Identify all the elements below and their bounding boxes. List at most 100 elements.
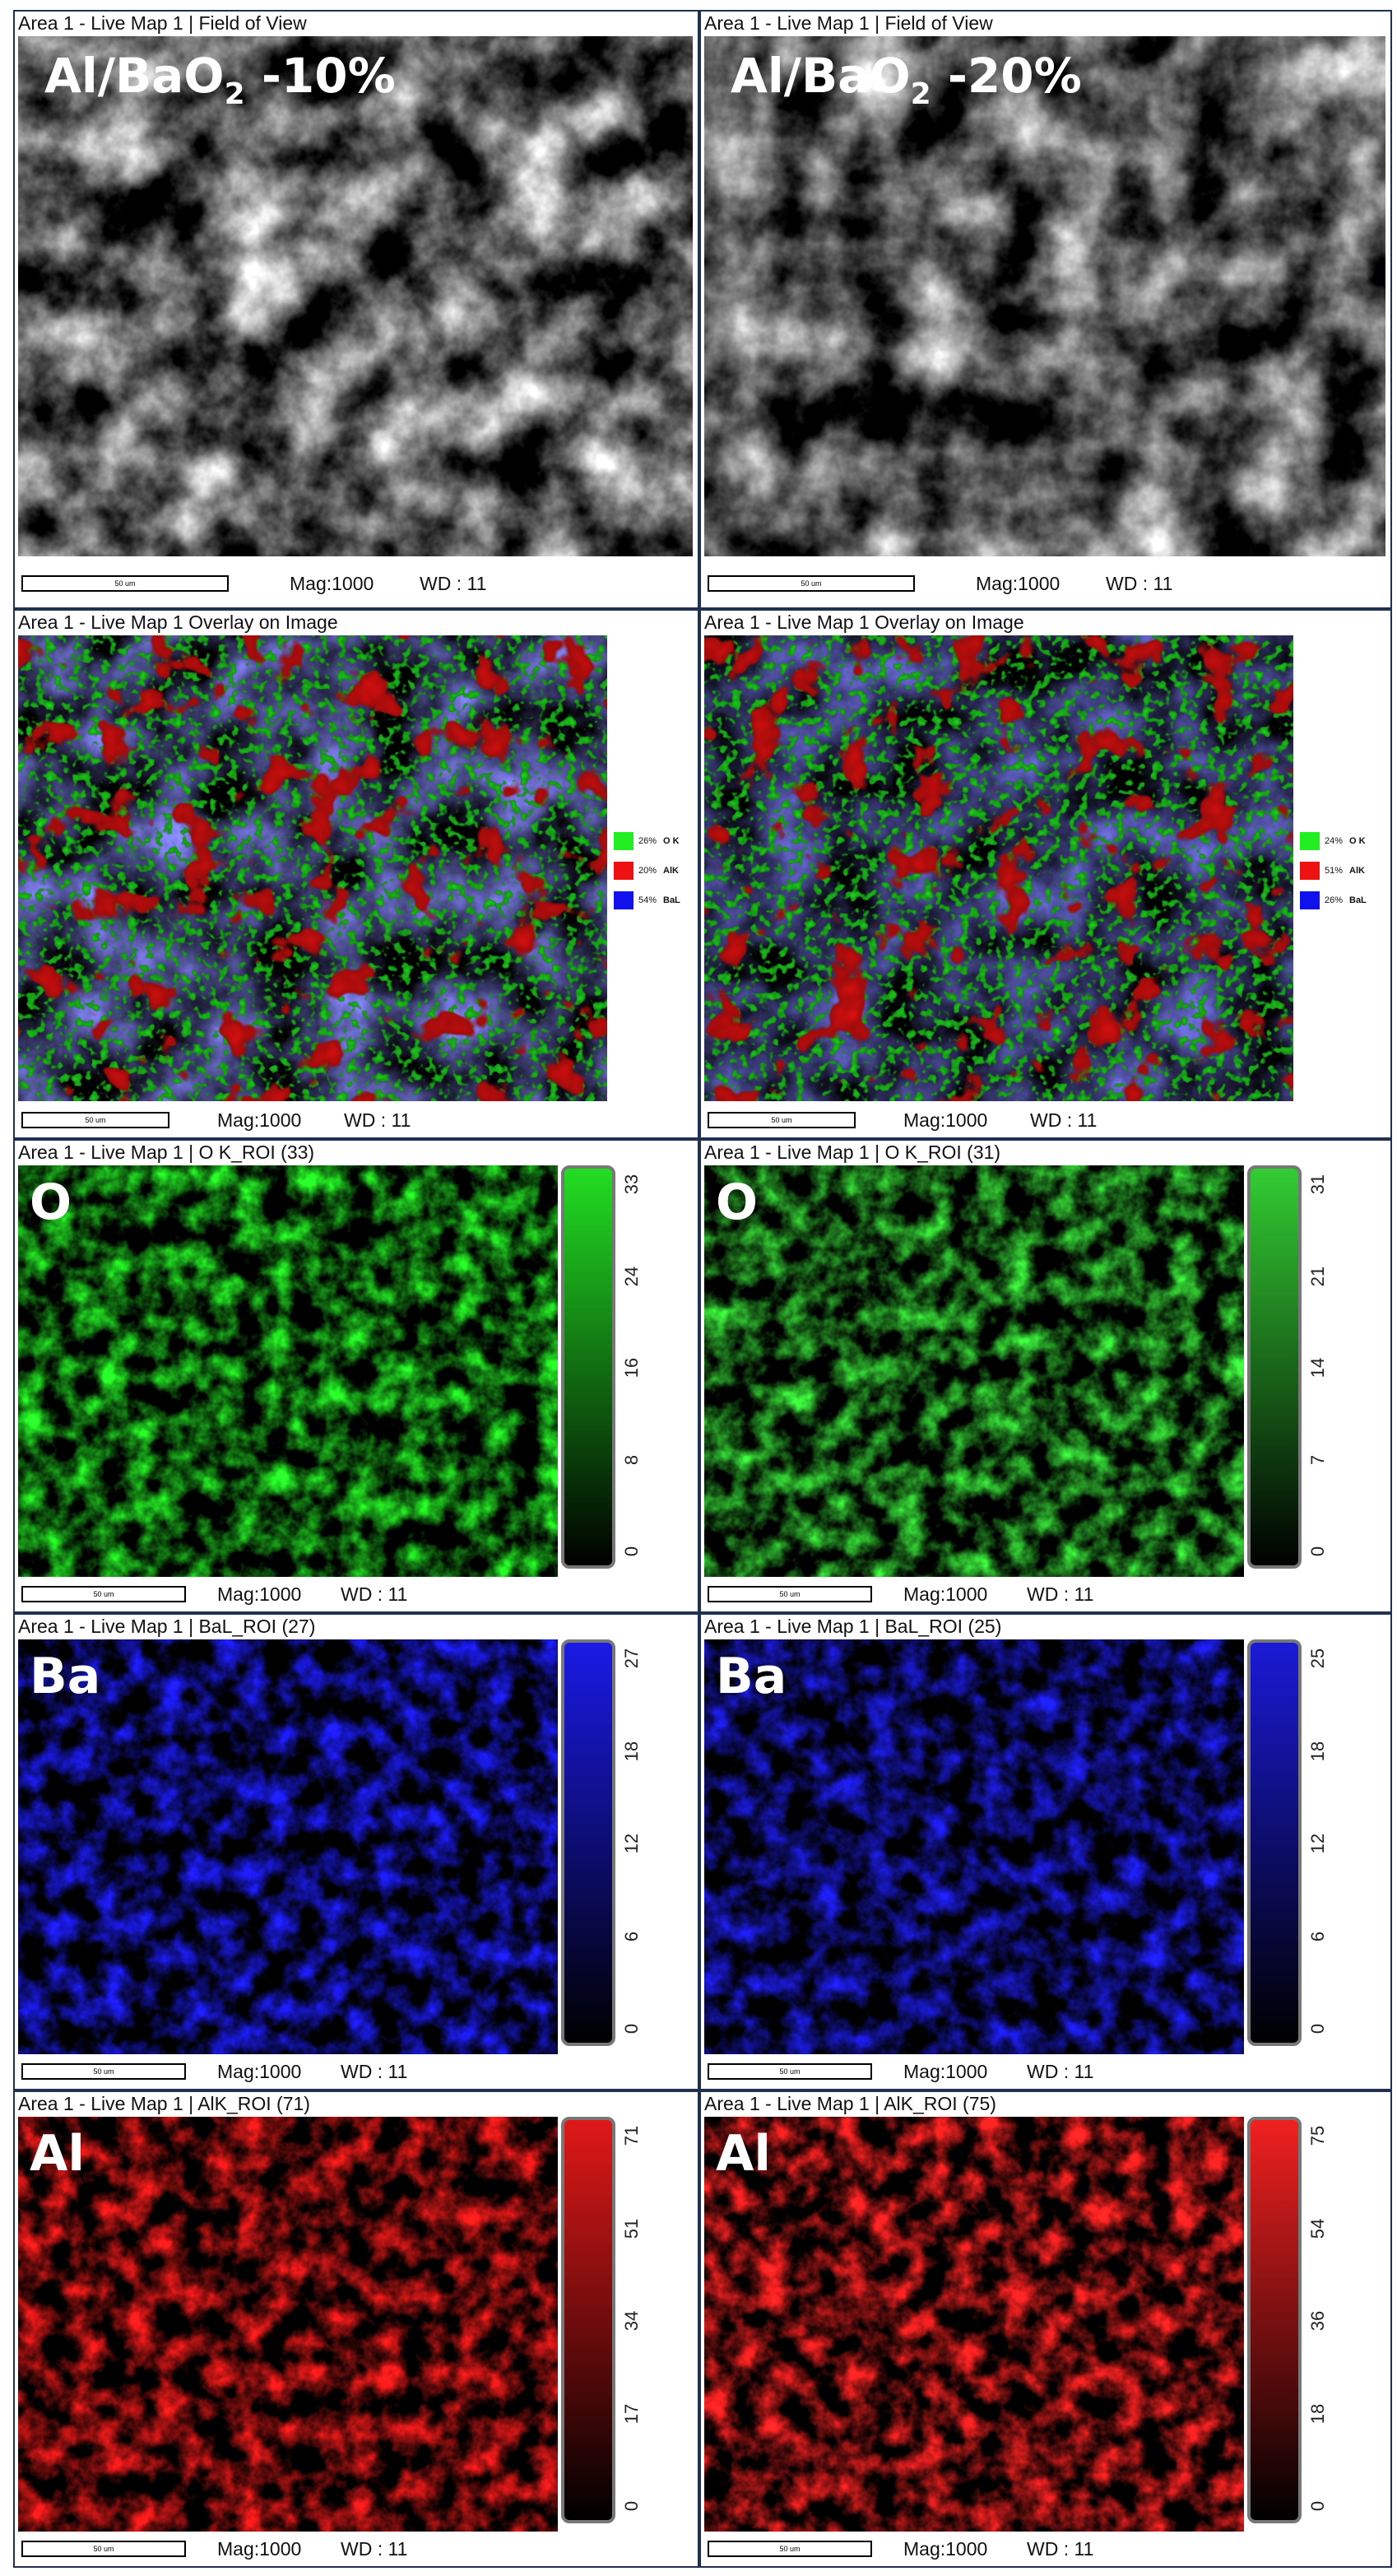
element-label: Al [716, 2125, 772, 2183]
colorbar-tick: 0 [1307, 2500, 1328, 2512]
colorbar-tick: 71 [621, 2125, 642, 2146]
legend-name: AlK [663, 866, 679, 876]
panel-header: Area 1 - Live Map 1 | BaL_ROI (27) [18, 1616, 316, 1637]
colorbar [1247, 1165, 1302, 1569]
element-label: O [30, 1174, 72, 1231]
working-distance: WD : 11 [1106, 573, 1173, 594]
legend-pct: 26% [1325, 895, 1344, 905]
working-distance: WD : 11 [1030, 1109, 1098, 1131]
scale-bar: 50 um [21, 2541, 186, 2557]
panel-header: Area 1 - Live Map 1 Overlay on Image [704, 611, 1024, 633]
magnification: Mag:1000 [903, 2538, 988, 2560]
colorbar [1247, 2117, 1302, 2523]
colorbar-tick: 25 [1307, 1648, 1328, 1669]
label-tail: -10% [244, 48, 396, 104]
colorbar-tick: 18 [621, 1741, 642, 1761]
panel: Area 1 - Live Map 1 | BaL_ROI (27) Ba 27 18… [13, 1613, 699, 2090]
magnification: Mag:1000 [903, 2061, 988, 2082]
colorbar-tick: 0 [1307, 1546, 1328, 1557]
legend-name: BaL [1349, 895, 1367, 905]
element-map [704, 1639, 1244, 2054]
working-distance: WD : 11 [1027, 2061, 1094, 2082]
colorbar-tick: 34 [621, 2310, 642, 2332]
colorbar [561, 1165, 615, 1569]
colorbar-tick: 14 [1307, 1357, 1328, 1379]
magnification: Mag:1000 [290, 573, 374, 594]
sem-image [18, 36, 693, 556]
texture-layer [18, 2117, 558, 2532]
scale-bar: 50 um [708, 2063, 872, 2080]
scale-bar: 50 um [21, 575, 229, 592]
panel: Area 1 - Live Map 1 Overlay on Image 26% O… [13, 609, 699, 1139]
texture-layer [18, 1639, 558, 2054]
colorbar-tick: 54 [1307, 2218, 1328, 2239]
panel: Area 1 - Live Map 1 | AlK_ROI (71) Al 71 51… [13, 2090, 699, 2568]
legend-swatch [1300, 862, 1320, 880]
element-map [18, 1639, 558, 2054]
element-label: O [716, 1174, 759, 1231]
label-sub: 2 [224, 77, 245, 111]
panel-header: Area 1 - Live Map 1 | AlK_ROI (75) [704, 2093, 996, 2114]
colorbar-tick: 6 [1307, 1931, 1328, 1941]
legend-swatch [1300, 891, 1320, 909]
legend-name: AlK [1349, 866, 1365, 876]
working-distance: WD : 11 [341, 1583, 408, 1605]
scale-bar: 50 um [21, 1586, 186, 1602]
texture-layer [18, 635, 607, 1101]
magnification: Mag:1000 [976, 573, 1061, 594]
colorbar-tick: 36 [1307, 2310, 1328, 2332]
label-sub: 2 [910, 77, 931, 111]
overlay-image [18, 635, 607, 1101]
colorbar-tick: 18 [1307, 1741, 1328, 1761]
legend-swatch [614, 832, 634, 850]
element-label: Ba [716, 1648, 787, 1705]
sem-image [704, 36, 1385, 556]
scale-bar: 50 um [708, 575, 915, 592]
legend-pct: 26% [638, 836, 657, 846]
texture-layer [704, 2117, 1244, 2532]
panel: Area 1 - Live Map 1 | BaL_ROI (25) Ba 25 18… [699, 1613, 1392, 2090]
colorbar-tick: 33 [621, 1174, 642, 1195]
panel-header: Area 1 - Live Map 1 | Field of View [18, 12, 307, 34]
label-main: Al/BaO [731, 48, 911, 104]
panel-header: Area 1 - Live Map 1 | AlK_ROI (71) [18, 2093, 310, 2114]
overlay-image [704, 635, 1293, 1101]
working-distance: WD : 11 [420, 573, 487, 594]
magnification: Mag:1000 [903, 1583, 988, 1605]
colorbar-tick: 12 [621, 1833, 642, 1854]
colorbar-tick: 6 [621, 1931, 642, 1941]
panel-header: Area 1 - Live Map 1 | O K_ROI (31) [704, 1142, 1001, 1163]
colorbar-tick: 24 [621, 1266, 642, 1286]
colorbar-tick: 31 [1307, 1174, 1328, 1195]
texture-layer [18, 1165, 558, 1577]
magnification: Mag:1000 [217, 2061, 302, 2082]
colorbar-tick: 18 [1307, 2403, 1328, 2424]
working-distance: WD : 11 [1027, 2538, 1094, 2560]
panel: Area 1 - Live Map 1 | O K_ROI (31) O 31 21 1… [699, 1139, 1392, 1613]
colorbar-tick: 17 [621, 2403, 642, 2424]
label-main: Al/BaO [44, 48, 225, 104]
scale-bar: 50 um [21, 2063, 186, 2080]
legend-name: O K [663, 836, 680, 846]
colorbar-tick: 0 [1307, 2023, 1328, 2034]
panel: Area 1 - Live Map 1 | Field of View Al/Ba… [699, 10, 1392, 609]
legend-pct: 51% [1325, 866, 1344, 876]
magnification: Mag:1000 [217, 2538, 302, 2560]
panel: Area 1 - Live Map 1 | O K_ROI (33) O 33 24 1… [13, 1139, 699, 1613]
magnification: Mag:1000 [217, 1109, 302, 1131]
element-label: Al [30, 2125, 86, 2183]
scale-bar: 50 um [708, 2541, 872, 2557]
element-map [704, 1165, 1244, 1577]
colorbar-tick: 0 [621, 2500, 642, 2512]
texture-layer [704, 1165, 1244, 1577]
sample-label: Al/BaO2 -10% [44, 48, 396, 111]
colorbar-tick: 16 [621, 1357, 642, 1379]
legend-swatch [614, 862, 634, 880]
panel-header: Area 1 - Live Map 1 | BaL_ROI (25) [704, 1616, 1002, 1637]
texture-layer [704, 36, 1385, 556]
element-map [18, 2117, 558, 2532]
colorbar-tick: 8 [621, 1454, 642, 1465]
sample-label: Al/BaO2 -20% [731, 48, 1082, 111]
working-distance: WD : 11 [341, 2538, 408, 2560]
